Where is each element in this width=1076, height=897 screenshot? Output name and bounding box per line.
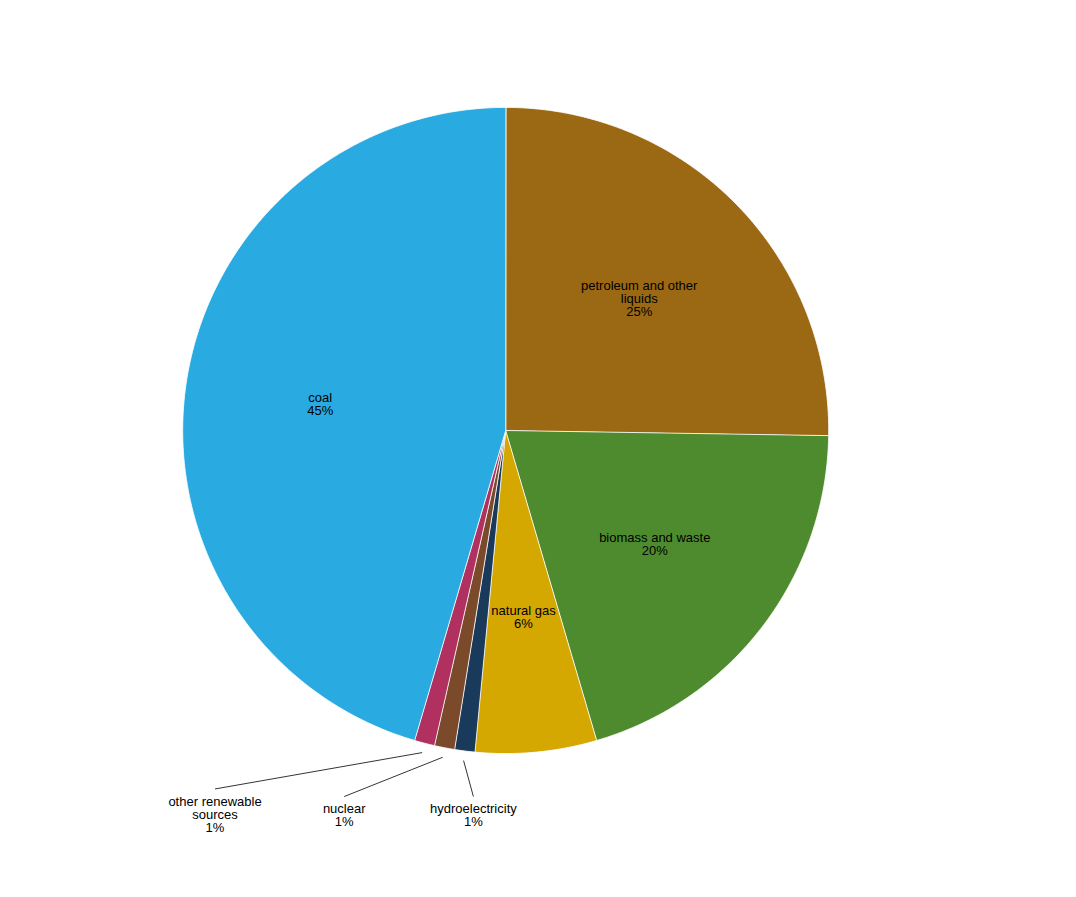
svg-text:coal45%: coal45% <box>307 389 333 417</box>
svg-text:other renewablesources1%: other renewablesources1% <box>168 794 261 835</box>
svg-text:biomass and waste20%: biomass and waste20% <box>599 530 710 558</box>
svg-text:petroleum and otherliquids25%: petroleum and otherliquids25% <box>581 278 698 319</box>
svg-text:hydroelectricity1%: hydroelectricity1% <box>430 801 517 829</box>
svg-text:nuclear1%: nuclear1% <box>323 801 366 829</box>
svg-text:natural gas6%: natural gas6% <box>491 603 556 631</box>
